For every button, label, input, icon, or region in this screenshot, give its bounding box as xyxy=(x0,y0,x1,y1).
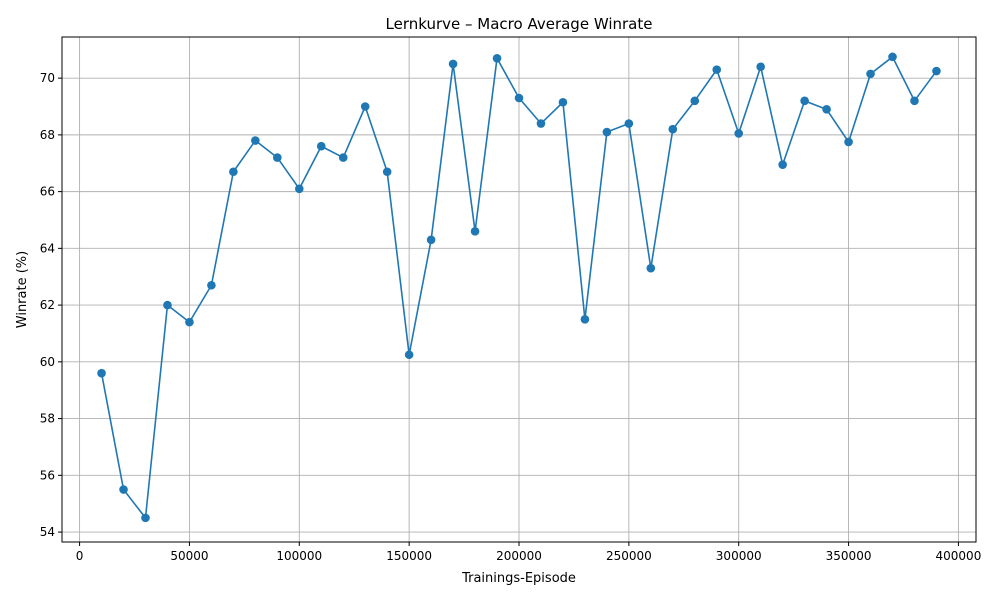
x-tick-label: 250000 xyxy=(606,549,652,563)
y-tick-label: 58 xyxy=(40,412,55,426)
y-tick-label: 64 xyxy=(40,241,55,255)
data-point xyxy=(448,59,458,69)
x-tick-label: 50000 xyxy=(170,549,208,563)
data-point xyxy=(580,314,590,324)
data-point xyxy=(470,227,480,236)
x-tick-label: 300000 xyxy=(716,549,762,563)
data-point xyxy=(778,160,787,169)
data-point xyxy=(910,96,919,106)
data-point xyxy=(712,65,722,74)
data-point xyxy=(360,102,370,111)
y-tick-label: 60 xyxy=(40,355,55,369)
y-tick-label: 62 xyxy=(40,298,55,312)
data-point xyxy=(866,69,875,79)
x-tick-label: 0 xyxy=(76,549,84,563)
data-point xyxy=(646,263,656,273)
data-point xyxy=(119,485,128,494)
data-point xyxy=(141,513,150,523)
x-axis-label: Trainings-Episode xyxy=(461,571,576,586)
data-point xyxy=(382,167,392,177)
data-point xyxy=(514,93,524,103)
data-point xyxy=(932,66,941,76)
x-tick-label: 150000 xyxy=(386,549,432,563)
data-point xyxy=(316,141,326,151)
data-point xyxy=(273,153,282,162)
series-layer xyxy=(97,52,941,523)
data-point xyxy=(97,368,106,378)
y-axis: 54 56 58 60 62 64 66 68 70 xyxy=(40,71,62,539)
y-tick-label: 68 xyxy=(40,128,55,142)
data-point xyxy=(734,129,744,138)
data-point xyxy=(690,96,700,106)
chart-title: Lernkurve – Macro Average Winrate xyxy=(386,15,653,33)
data-point xyxy=(294,184,304,194)
data-point xyxy=(404,350,414,360)
x-axis: 0 50000 100000 150000 200000 250000 300000 3500… xyxy=(76,542,982,563)
data-point xyxy=(822,105,831,114)
y-tick-label: 56 xyxy=(40,468,55,482)
x-tick-label: 100000 xyxy=(276,549,322,563)
data-point xyxy=(888,52,897,62)
data-point xyxy=(536,119,546,128)
y-axis-label: Winrate (%) xyxy=(15,251,30,328)
data-point xyxy=(207,280,216,290)
data-point xyxy=(668,124,678,134)
data-point xyxy=(800,96,809,106)
data-point xyxy=(338,153,348,162)
y-tick-label: 54 xyxy=(40,525,55,539)
data-point xyxy=(185,317,194,327)
data-point xyxy=(844,137,853,147)
x-tick-label: 200000 xyxy=(496,549,542,563)
data-point xyxy=(602,127,612,137)
y-tick-label: 70 xyxy=(40,71,55,85)
data-point xyxy=(756,62,765,72)
data-point xyxy=(426,235,436,245)
data-point xyxy=(251,136,260,145)
data-point xyxy=(163,300,172,310)
data-point xyxy=(229,167,238,177)
data-point xyxy=(558,97,568,107)
x-tick-label: 400000 xyxy=(936,549,982,563)
y-tick-label: 66 xyxy=(40,185,55,199)
data-point xyxy=(624,119,634,128)
x-tick-label: 350000 xyxy=(826,549,872,563)
data-point xyxy=(492,53,502,63)
